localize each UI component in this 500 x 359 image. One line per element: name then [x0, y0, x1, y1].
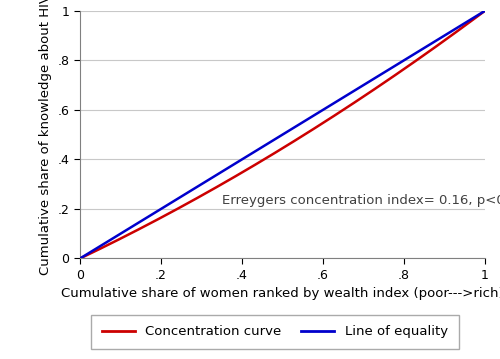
Y-axis label: Cumulative share of knowledge about HIV: Cumulative share of knowledge about HIV: [39, 0, 52, 275]
Legend: Concentration curve, Line of equality: Concentration curve, Line of equality: [92, 315, 458, 349]
Text: Erreygers concentration index= 0.16, p<0.001: Erreygers concentration index= 0.16, p<0…: [222, 194, 500, 207]
X-axis label: Cumulative share of women ranked by wealth index (poor--->rich): Cumulative share of women ranked by weal…: [61, 288, 500, 300]
